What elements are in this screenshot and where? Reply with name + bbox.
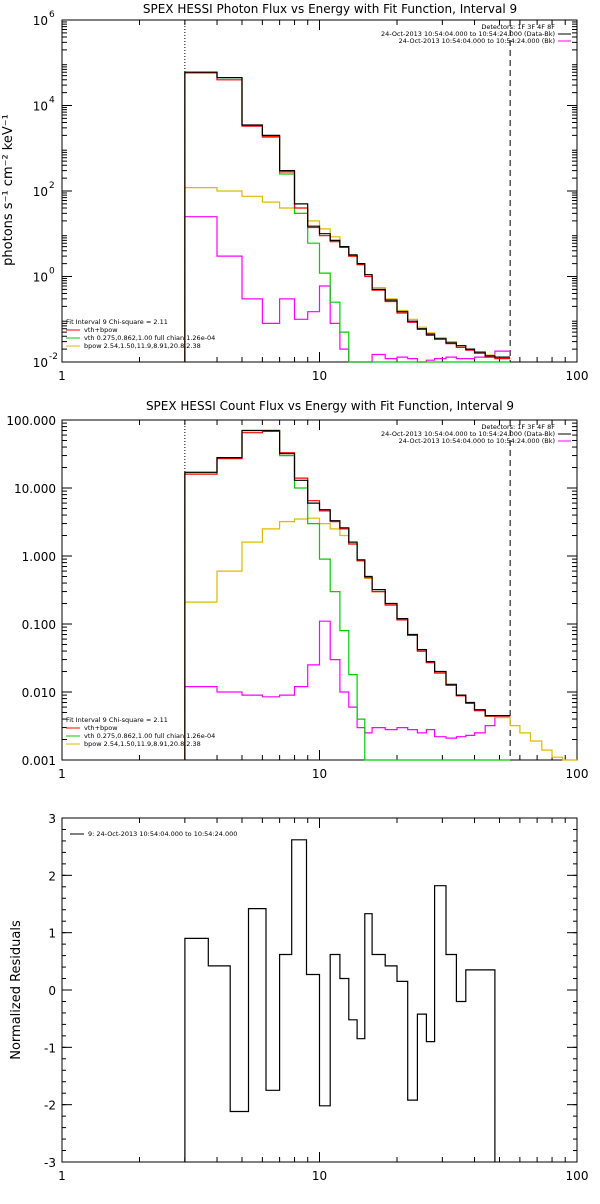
legend-top-left-entry: 9: 24-Oct-2013 10:54:04.000 to 10:54:24.… xyxy=(88,830,237,838)
x-tick-label: 10 xyxy=(312,369,327,383)
legend-top-right-entry: Detectors: 1F 3F 4F 8F xyxy=(481,23,555,31)
series-data-bk-line xyxy=(184,71,511,362)
y-tick-label: 10 xyxy=(33,185,48,199)
y-tick-exponent: 4 xyxy=(49,96,55,106)
photon-flux-panel: SPEX HESSI Photon Flux vs Energy with Fi… xyxy=(1,2,588,383)
x-axis-ticks-2: 1 10 100 xyxy=(58,818,588,1183)
legend-bottom-left-entry: vth 0.275,0.862,1.00 full chian 1.26e-04 xyxy=(84,732,215,740)
x-tick-label: 10 xyxy=(312,1169,327,1183)
y-tick-label: 0.100 xyxy=(22,618,56,632)
photon-flux-title: SPEX HESSI Photon Flux vs Energy with Fi… xyxy=(143,2,517,16)
legend-bottom-left-entry: Fit Interval 9 Chi-square = 2.11 xyxy=(66,716,168,724)
series-bpow-line xyxy=(184,517,577,761)
x-axis-ticks-1: 1 10 100 xyxy=(58,420,588,781)
y-tick-label: 3 xyxy=(48,812,56,826)
series-vth-line xyxy=(184,429,511,761)
residuals-panel: Normalized Residuals 1 10 100 -3 -2 -1 0 1 2 3 9: … xyxy=(9,812,588,1183)
x-tick-label: 100 xyxy=(566,369,589,383)
legend-bottom-left-entry: vth 0.275,0.862,1.00 full chian 1.26e-04 xyxy=(84,334,215,342)
legend-top-right-entry: 24-Oct-2013 10:54:04.000 to 10:54:24.000… xyxy=(399,37,555,45)
legend-top-right-entry: 24-Oct-2013 10:54:04.000 to 10:54:24.000… xyxy=(381,430,555,438)
series-data-bk-line xyxy=(184,429,511,760)
series-vth-bpow-line xyxy=(184,72,511,362)
x-axis-ticks-0: 1 10 100 xyxy=(58,20,588,383)
x-tick-label: 1 xyxy=(58,369,66,383)
series-vth-line xyxy=(184,71,511,363)
legend-top-right-entry: 24-Oct-2013 10:54:04.000 to 10:54:24.000… xyxy=(381,30,555,38)
series-bpow-line xyxy=(184,187,511,362)
count-flux-frame xyxy=(61,419,578,761)
legend-bottom-left-entry: vth+bpow xyxy=(84,724,118,732)
y-tick-exponent: 0 xyxy=(49,267,55,277)
y-tick-label: 1 xyxy=(48,927,56,941)
y-tick-label: 0 xyxy=(48,984,56,998)
y-tick-label: -2 xyxy=(44,1099,56,1113)
y-tick-label: -3 xyxy=(44,1156,56,1170)
x-tick-label: 100 xyxy=(566,767,589,781)
series-bk-line xyxy=(184,216,511,363)
photon-flux-ylabel: photons s⁻¹ cm⁻² keV⁻¹ xyxy=(1,114,16,266)
y-tick-label: 0.010 xyxy=(22,686,56,700)
y-tick-label: 10.000 xyxy=(14,482,56,496)
legend-top-right-entry: Detectors: 1F 3F 4F 8F xyxy=(481,423,555,431)
x-tick-label: 1 xyxy=(58,767,66,781)
y-tick-label: 10 xyxy=(33,100,48,114)
y-tick-label: 10 xyxy=(33,271,48,285)
legend-top-right-entry: 24-Oct-2013 10:54:04.000 to 10:54:24.000… xyxy=(399,437,555,445)
y-tick-label: -1 xyxy=(44,1041,56,1055)
count-flux-title: SPEX HESSI Count Flux vs Energy with Fit… xyxy=(146,399,514,413)
legend-bottom-left-entry: bpow 2.54,1.50,11.9,8.91,20.8,2.38 xyxy=(84,740,201,748)
count-flux-panel: SPEX HESSI Count Flux vs Energy with Fit… xyxy=(6,399,588,781)
y-tick-label: 10 xyxy=(33,356,48,370)
x-tick-label: 100 xyxy=(566,1169,589,1183)
y-tick-exponent: 6 xyxy=(49,10,55,20)
y-axis-ticks-2: -3 -2 -1 0 1 2 3 xyxy=(44,812,577,1170)
series-bk-line xyxy=(184,620,511,760)
x-tick-label: 10 xyxy=(312,767,327,781)
y-tick-label: 1.000 xyxy=(22,550,56,564)
legend-bottom-left-entry: bpow 2.54,1.50,11.9,8.91,20.8,2.38 xyxy=(84,342,201,350)
y-tick-label: 2 xyxy=(48,869,56,883)
y-tick-exponent: -2 xyxy=(49,352,58,362)
x-tick-label: 1 xyxy=(58,1169,66,1183)
series-9-24-oct-2013-10-54-04-000-to-10-54-24-000-line xyxy=(184,839,496,1162)
residuals-ylabel: Normalized Residuals xyxy=(9,920,24,1060)
legend-bottom-left-entry: vth+bpow xyxy=(84,326,118,334)
y-axis-ticks-1: 0.001 0.010 0.100 1.000 10.000 100.000 xyxy=(6,414,577,768)
y-tick-label: 100.000 xyxy=(6,414,56,428)
legend-bottom-left-entry: Fit Interval 9 Chi-square = 2.11 xyxy=(66,318,168,326)
y-tick-label: 10 xyxy=(33,14,48,28)
y-tick-label: 0.001 xyxy=(22,754,56,768)
series-vth-bpow-line xyxy=(184,430,511,760)
y-tick-exponent: 2 xyxy=(49,181,55,191)
